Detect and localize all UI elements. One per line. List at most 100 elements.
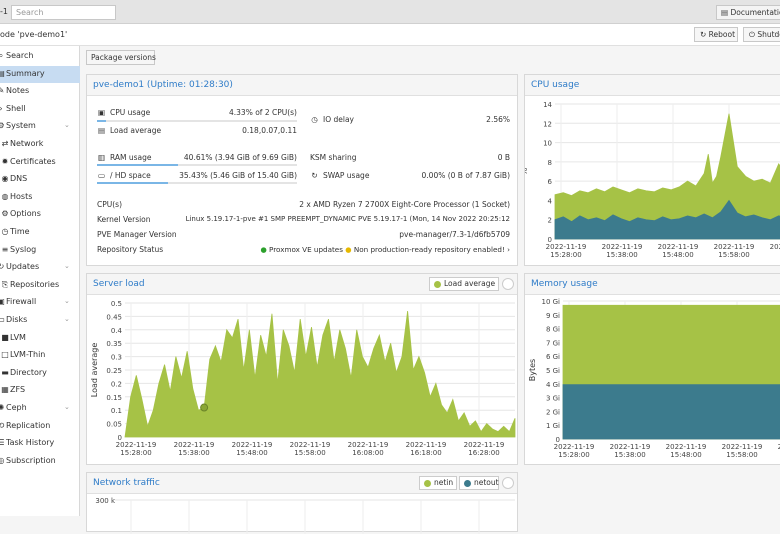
memory-usage-chart[interactable]: 0 1 Gi 2 Gi 3 Gi 4 Gi 5 Gi 6 Gi 7 Gi 8 Gi 9 Gi 10 …	[525, 295, 780, 465]
package-versions-button[interactable]: Package versions	[86, 50, 156, 65]
sidebar-item-dns[interactable]: ◉ DNS	[0, 171, 80, 188]
x-tick-label: 15:58:00	[294, 449, 325, 457]
undo-zoom-button[interactable]	[502, 278, 514, 290]
x-tick-label: 2022-11-19	[546, 243, 587, 251]
x-tick-label: 2022-11-19	[610, 443, 651, 451]
undo-zoom-button[interactable]	[502, 477, 514, 489]
sidebar-item-certificates[interactable]: ✹ Certificates	[0, 154, 80, 171]
reboot-button[interactable]: ↻ Reboot	[694, 27, 738, 42]
sidebar-item-hosts[interactable]: ◍ Hosts	[0, 189, 80, 206]
sidebar-item-replication[interactable]: ⟲ Replication	[0, 418, 80, 435]
series-area-io-delay	[554, 199, 780, 240]
memory-usage-panel: Memory usage 0 1 Gi 2 Gi 3 Gi 4 Gi 5 Gi 6 Gi 7 …	[524, 273, 780, 465]
y-tick-label: 0	[118, 434, 122, 442]
sidebar-item-options[interactable]: ⚙ Options	[0, 206, 80, 223]
sidebar-item-label: Time	[10, 227, 30, 236]
x-tick-label: 2022-11-19	[778, 443, 780, 451]
kernel-version-label: Kernel Version	[97, 215, 151, 224]
repository-warning-text: Non production-ready repository enabled!	[353, 245, 505, 254]
sidebar-item-updates[interactable]: ↻ Updates ⌄	[0, 259, 80, 276]
load-average-label: Load average	[110, 126, 162, 135]
cpu-usage-value: 4.33% of 2 CPU(s)	[229, 108, 297, 117]
memory-usage-panel-header: Memory usage	[525, 274, 780, 295]
sidebar-item-system[interactable]: ⚙ System ⌄	[0, 118, 80, 135]
y-tick-label: 4 Gi	[546, 381, 560, 389]
repository-status-label: Repository Status	[97, 245, 164, 254]
repository-status-value[interactable]: ● Proxmox VE updates ● Non production-re…	[227, 245, 510, 254]
legend-netin[interactable]: netin	[419, 476, 457, 490]
cpu-icon: ▣	[97, 108, 106, 117]
sidebar-item-label: ZFS	[10, 385, 26, 395]
notes-icon: ✎	[0, 86, 5, 96]
x-tick-label: 2022-11-19	[232, 441, 273, 449]
repository-icon: ⎘	[1, 279, 9, 289]
terminal-icon: ›	[0, 104, 6, 114]
y-axis-label: Load average	[90, 343, 99, 398]
refresh-icon: ↻	[0, 262, 5, 272]
list-icon: ≡	[1, 244, 9, 254]
sidebar-item-subscription[interactable]: ◎ Subscription	[0, 453, 80, 470]
cpu-usage-bar	[97, 120, 297, 122]
server-load-panel-header: Server load Load average	[87, 274, 517, 295]
hdd-icon: ▭	[97, 171, 106, 180]
cpu-usage-chart[interactable]: 024681012142022-11-1915:28:002022-11-191…	[525, 96, 780, 266]
x-tick-label: 15:48:00	[662, 251, 693, 259]
clock-icon: ◷	[1, 227, 9, 236]
power-icon: ⏻	[749, 30, 758, 39]
sidebar-item-label: Summary	[6, 68, 45, 78]
y-axis-label: %	[525, 167, 529, 175]
legend-netout[interactable]: netout	[459, 476, 499, 490]
sidebar-item-shell[interactable]: ›Shell	[0, 101, 80, 118]
y-tick-label: 3 Gi	[546, 395, 560, 403]
sidebar-item-time[interactable]: ◷ Time	[0, 224, 80, 241]
warning-icon: ●	[345, 245, 352, 254]
sidebar-item-zfs[interactable]: ▦ ZFS	[0, 382, 80, 399]
sidebar-item-label: Firewall	[6, 297, 37, 307]
sidebar-item-firewall[interactable]: ▣ Firewall ⌄	[0, 294, 80, 311]
legend-netin-label: netin	[434, 478, 454, 487]
ceph-icon: ✺	[0, 403, 5, 412]
y-tick-label: 4	[548, 197, 553, 205]
network-traffic-panel: Network traffic netin netout 300 k	[86, 472, 519, 534]
cpus-value: 2 x AMD Ryzen 7 2700X Eight-Core Process…	[299, 200, 510, 209]
server-load-chart[interactable]: 0 0.05 0.1 0.15 0.2 0.25 0.3 0.35 0.4 0.45 0.5 2022…	[87, 295, 519, 465]
cpu-usage-panel-title: CPU usage	[531, 80, 580, 90]
disk-icon: ▭	[0, 315, 5, 324]
y-tick-label: 6 Gi	[546, 353, 560, 361]
sidebar-item-summary[interactable]: ▤ Summary	[0, 65, 80, 83]
sidebar-item-search[interactable]: ⌕ Search	[0, 48, 80, 65]
hd-space-label: / HD space	[110, 171, 151, 180]
load-average-row: ▤ Load average	[97, 126, 161, 135]
sidebar-item-lvm-thin[interactable]: □ LVM-Thin	[0, 347, 80, 364]
sidebar-item-directory[interactable]: ▬ Directory	[0, 365, 80, 382]
sidebar-item-repositories[interactable]: ⎘ Repositories	[0, 277, 80, 294]
network-traffic-chart[interactable]: 300 k	[87, 494, 519, 534]
chevron-down-icon: ⌄	[64, 315, 70, 323]
shield-icon: ▣	[0, 297, 5, 307]
ram-usage-value: 40.61% (3.94 GiB of 9.69 GiB)	[183, 153, 297, 162]
sidebar-item-disks[interactable]: ▭ Disks ⌄	[0, 312, 80, 329]
status-panel-title: pve-demo1 (Uptime: 01:28:30)	[93, 80, 233, 90]
sidebar-item-network[interactable]: ⇄ Network	[0, 136, 80, 153]
search-input[interactable]	[11, 5, 116, 20]
top-bar: -1 ▤ Documentation	[0, 0, 780, 24]
sidebar-item-label: Notes	[6, 86, 30, 96]
sidebar-item-syslog[interactable]: ≡ Syslog	[0, 242, 80, 259]
sidebar-item-label: DNS	[10, 174, 28, 184]
sidebar-item-notes[interactable]: ✎ Notes	[0, 83, 80, 100]
y-tick-label: 10	[543, 140, 552, 148]
sidebar-item-ceph[interactable]: ✺ Ceph ⌄	[0, 400, 80, 417]
y-tick-label: 2	[548, 217, 552, 225]
legend-load-average[interactable]: Load average	[429, 277, 499, 291]
chevron-right-icon: ›	[507, 245, 510, 254]
sidebar-item-label: Syslog	[10, 244, 37, 254]
y-tick-label: 12	[543, 120, 552, 128]
shutdown-button[interactable]: ⏻ Shutdo	[743, 27, 780, 42]
sidebar-item-task-history[interactable]: ☰ Task History	[0, 435, 80, 452]
status-panel: pve-demo1 (Uptime: 01:28:30) ▣ CPU usage …	[86, 74, 518, 266]
documentation-button[interactable]: ▤ Documentation	[716, 5, 780, 20]
sidebar-item-label: Network	[10, 139, 44, 148]
cpu-usage-bar-fill	[97, 120, 106, 122]
pve-manager-version-label: PVE Manager Version	[97, 230, 177, 239]
sidebar-item-lvm[interactable]: ■ LVM	[0, 330, 80, 347]
